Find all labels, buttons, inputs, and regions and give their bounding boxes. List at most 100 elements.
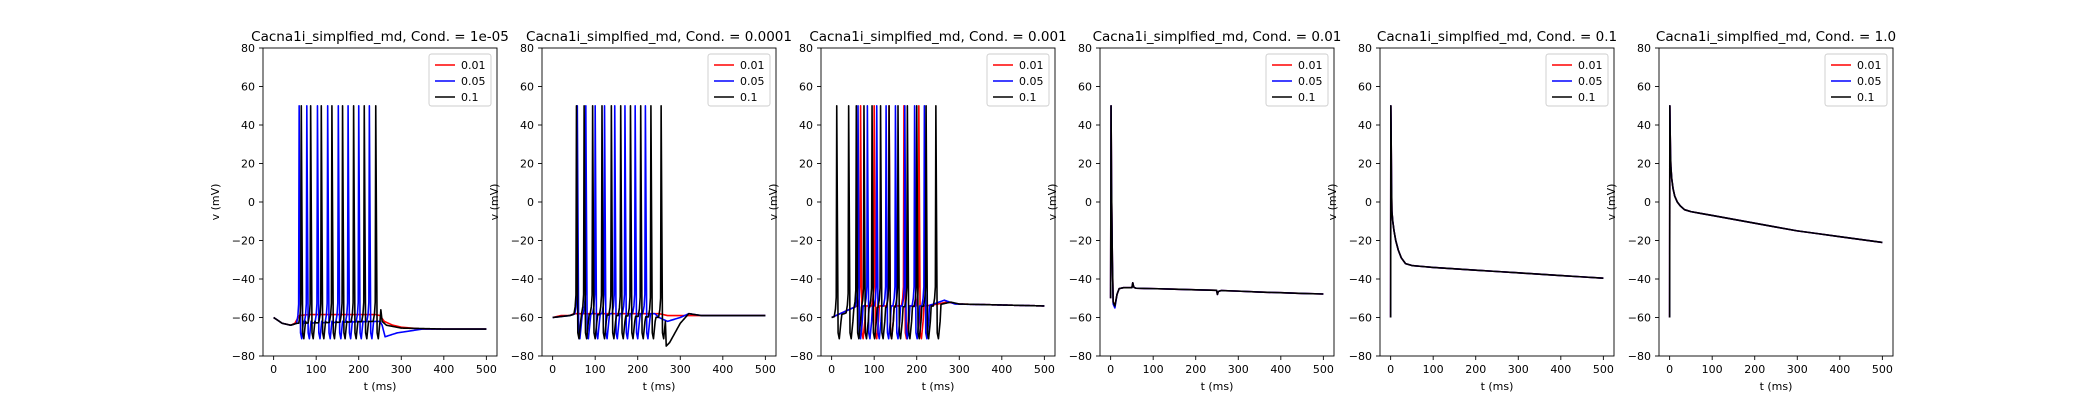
legend-box	[707, 53, 771, 107]
y-axis-label: v (mV)	[1605, 184, 1618, 221]
y-tick-label: −20	[790, 235, 813, 248]
y-tick-label: −60	[790, 312, 813, 325]
series-line-0.05	[1668, 104, 1883, 318]
series-line-0.05	[273, 104, 487, 340]
legend: 0.01 0.05 0.1	[986, 53, 1050, 107]
y-tick-label: 20	[520, 158, 534, 171]
legend-label: 0.05	[740, 75, 765, 88]
series-group	[273, 104, 487, 340]
legend-label: 0.01	[1298, 59, 1323, 72]
legend-label: 0.01	[740, 59, 765, 72]
x-tick-label: 500	[1872, 363, 1893, 376]
x-tick-label: 200	[1465, 363, 1486, 376]
y-tick-label: 20	[241, 158, 255, 171]
legend-label: 0.05	[461, 75, 486, 88]
x-tick-label: 300	[391, 363, 412, 376]
x-tick-label: 200	[906, 363, 927, 376]
chart-title: Cacna1i_simplfied_md, Cond. = 0.0001	[526, 29, 792, 45]
x-tick-label: 300	[1787, 363, 1808, 376]
x-tick-label: 100	[1143, 363, 1164, 376]
x-tick-label: 300	[949, 363, 970, 376]
chart-panel-6: Cacna1i_simplfied_md, Cond. = 1.00 100 200…	[1605, 29, 1896, 393]
x-tick-label: 500	[755, 363, 776, 376]
series-group	[1389, 104, 1604, 318]
series-line-0.1	[552, 104, 766, 347]
series-line-0.1	[831, 104, 1045, 340]
x-tick-label: 0	[828, 363, 835, 376]
x-tick-label: 0	[1107, 363, 1114, 376]
x-tick-label: 100	[864, 363, 885, 376]
x-tick-label: 400	[433, 363, 454, 376]
legend-label: 0.1	[1019, 91, 1037, 104]
y-tick-label: −80	[790, 350, 813, 363]
y-tick-label: −80	[511, 350, 534, 363]
legend-label: 0.1	[740, 91, 758, 104]
x-tick-label: 300	[670, 363, 691, 376]
x-tick-label: 300	[1228, 363, 1249, 376]
y-tick-label: 0	[1365, 196, 1372, 209]
x-tick-label: 500	[476, 363, 497, 376]
y-tick-label: −20	[511, 235, 534, 248]
legend-box	[1545, 53, 1609, 107]
y-axis-label: v (mV)	[1326, 184, 1339, 221]
y-tick-label: −20	[1628, 235, 1651, 248]
chart-title: Cacna1i_simplfied_md, Cond. = 1.0	[1656, 29, 1896, 45]
series-line-0.05	[1389, 104, 1604, 318]
series-group	[1109, 104, 1324, 309]
legend-label: 0.05	[1857, 75, 1882, 88]
series-line-0.1	[1109, 104, 1324, 307]
y-tick-label: −20	[1349, 235, 1372, 248]
x-tick-label: 200	[1744, 363, 1765, 376]
chart-panel-1: Cacna1i_simplfied_md, Cond. = 1e-05 0 100 2…	[209, 29, 509, 393]
chart-panel-3: Cacna1i_simplfied_md, Cond. = 0.001 0 100 2…	[767, 29, 1067, 393]
y-tick-label: 80	[1078, 42, 1092, 55]
y-axis-label: v (mV)	[488, 184, 501, 221]
series-line-0.05	[1109, 104, 1324, 309]
series-line-0.1	[273, 104, 487, 340]
y-tick-label: −80	[1349, 350, 1372, 363]
x-axis-label: t (ms)	[1201, 380, 1234, 393]
y-tick-label: 80	[799, 42, 813, 55]
y-tick-label: 0	[1085, 196, 1092, 209]
series-line-0.01	[1389, 104, 1604, 318]
series-line-0.1	[1389, 104, 1604, 318]
legend-label: 0.01	[461, 59, 486, 72]
series-group	[1668, 104, 1883, 318]
y-tick-label: 40	[520, 119, 534, 132]
chart-panel-2: Cacna1i_simplfied_md, Cond. = 0.0001 0 100…	[488, 29, 792, 393]
y-tick-label: 60	[1358, 81, 1372, 94]
series-line-0.1	[1668, 104, 1883, 318]
x-tick-label: 0	[270, 363, 277, 376]
chart-panel-4: Cacna1i_simplfied_md, Cond. = 0.01 0 100 20…	[1046, 29, 1341, 393]
y-tick-label: 80	[520, 42, 534, 55]
y-tick-label: 0	[527, 196, 534, 209]
y-tick-label: 80	[1358, 42, 1372, 55]
legend: 0.01 0.05 0.1	[1824, 53, 1888, 107]
y-axis-label: v (mV)	[767, 184, 780, 221]
y-tick-label: −40	[1069, 273, 1092, 286]
x-tick-label: 400	[1550, 363, 1571, 376]
y-axis-label: v (mV)	[209, 184, 222, 221]
y-tick-label: −40	[790, 273, 813, 286]
x-tick-label: 500	[1034, 363, 1055, 376]
y-tick-label: 60	[1637, 81, 1651, 94]
legend: 0.01 0.05 0.1	[707, 53, 771, 107]
x-tick-label: 400	[1270, 363, 1291, 376]
legend: 0.01 0.05 0.1	[1545, 53, 1609, 107]
y-tick-label: 80	[241, 42, 255, 55]
y-axis-label: v (mV)	[1046, 184, 1059, 221]
x-tick-label: 100	[1423, 363, 1444, 376]
chart-panel-5: Cacna1i_simplfied_md, Cond. = 0.10 100 200…	[1326, 29, 1617, 393]
x-tick-label: 500	[1593, 363, 1614, 376]
y-tick-label: −40	[511, 273, 534, 286]
chart-title: Cacna1i_simplfied_md, Cond. = 0.01	[1093, 29, 1342, 45]
x-tick-label: 0	[1387, 363, 1394, 376]
legend-label: 0.01	[1578, 59, 1603, 72]
y-tick-label: −80	[1069, 350, 1092, 363]
y-tick-label: −60	[1628, 312, 1651, 325]
series-line-0.01	[1109, 104, 1324, 307]
x-tick-label: 500	[1313, 363, 1334, 376]
legend-label: 0.01	[1857, 59, 1882, 72]
y-tick-label: 20	[1637, 158, 1651, 171]
